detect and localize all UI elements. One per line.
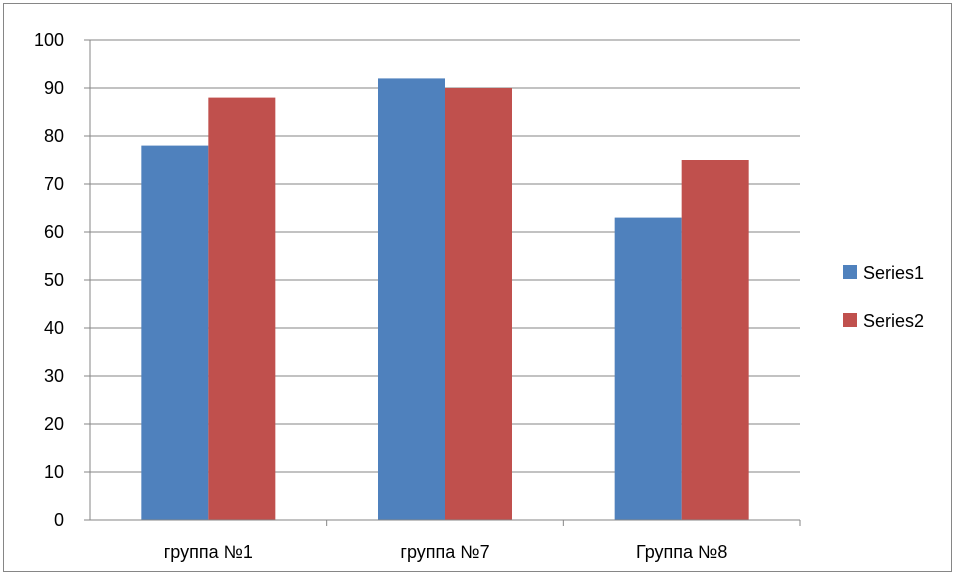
y-tick-label: 30 [44, 366, 64, 386]
y-tick-label: 80 [44, 126, 64, 146]
bar-series2-3 [681, 160, 749, 520]
x-tick-label: группа №7 [400, 542, 489, 562]
y-tick-label: 60 [44, 222, 64, 242]
legend-swatch-series2 [843, 313, 857, 327]
y-tick-label: 40 [44, 318, 64, 338]
bar-series2-1 [208, 97, 276, 520]
legend-swatch-series1 [843, 265, 857, 279]
bar-series1-3 [614, 217, 682, 520]
bar-series1-2 [378, 78, 445, 521]
bars [141, 78, 749, 521]
y-tick-label: 10 [44, 462, 64, 482]
axes: 0 10 20 30 40 50 60 70 80 90 100 группа №1 группа №7… [34, 30, 801, 562]
bar-series2-2 [445, 88, 512, 520]
legend: Series1 Series2 [843, 263, 924, 331]
legend-label-series2: Series2 [863, 311, 924, 331]
legend-label-series1: Series1 [863, 263, 924, 283]
bar-series1-1 [141, 145, 209, 520]
y-tick-label: 20 [44, 414, 64, 434]
x-tick-label: Группа №8 [636, 542, 727, 562]
y-tick-label: 70 [44, 174, 64, 194]
y-tick-label: 100 [34, 30, 64, 50]
y-tick-label: 90 [44, 78, 64, 98]
y-tick-label: 0 [54, 510, 64, 530]
y-tick-label: 50 [44, 270, 64, 290]
x-tick-label: группа №1 [164, 542, 253, 562]
